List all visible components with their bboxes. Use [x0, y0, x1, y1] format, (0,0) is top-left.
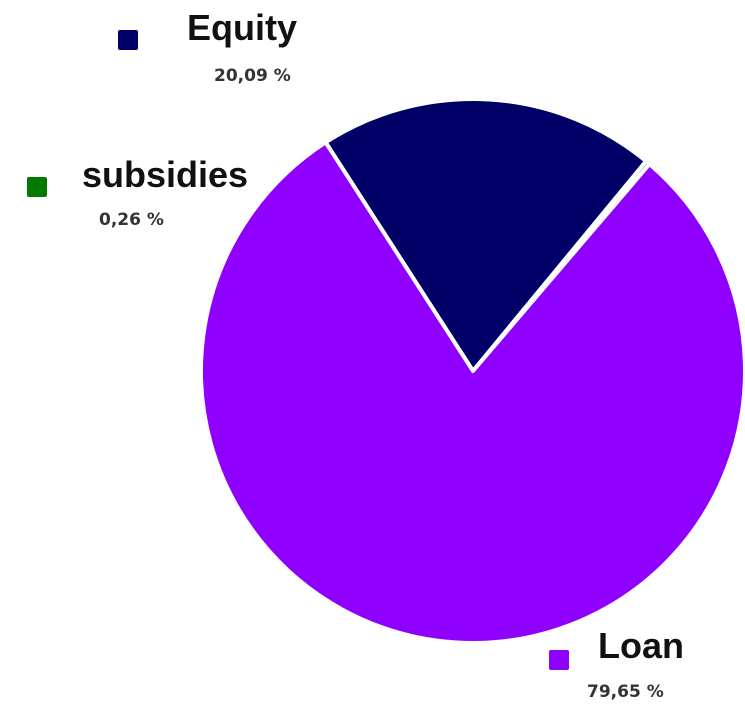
legend-value-subsidies: 0,26 % [99, 210, 164, 230]
legend-value-equity: 20,09 % [214, 66, 291, 86]
pie-slice-loan [199, 140, 745, 645]
legend-label-loan: Loan [598, 625, 684, 666]
legend-swatch-loan [549, 650, 569, 670]
legend-label-subsidies: subsidies [82, 154, 249, 195]
legend-label-equity: Equity [187, 7, 298, 48]
legend-swatch-equity [118, 30, 138, 50]
legend-value-loan: 79,65 % [587, 682, 664, 702]
pie-slice-equity [323, 97, 649, 373]
legend-swatch-subsidies [27, 177, 47, 197]
